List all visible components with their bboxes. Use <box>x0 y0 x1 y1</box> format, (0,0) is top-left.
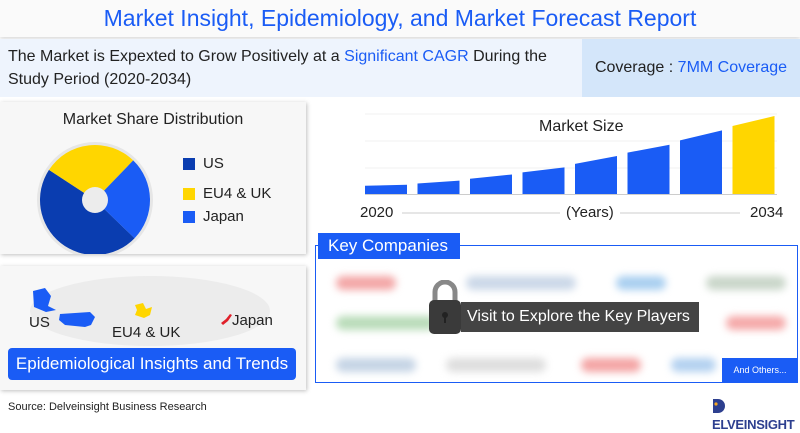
bar-6 <box>680 130 722 194</box>
cagr-highlight: Significant CAGR <box>344 48 469 65</box>
bar-chart-title: Market Size <box>539 118 624 135</box>
pie-slice-japan <box>95 160 150 239</box>
japan-shape <box>221 314 232 325</box>
page-title: Market Insight, Epidemiology, and Market… <box>0 0 800 37</box>
legend-swatch <box>183 187 195 200</box>
legend-label: Japan <box>203 208 244 225</box>
legend-us: US <box>183 155 224 172</box>
world-map-icon <box>30 276 270 346</box>
pie-title: Market Share Distribution <box>62 111 244 128</box>
pie-slice-us <box>40 169 135 254</box>
pie-slice-eu4-uk <box>48 145 134 200</box>
growth-summary: The Market is Expexted to Grow Positivel… <box>0 39 582 97</box>
coverage-box: Coverage : 7MM Coverage <box>582 39 800 97</box>
bar-chart <box>365 113 777 214</box>
bar-4 <box>575 156 617 194</box>
us-shape <box>59 312 95 327</box>
bar-3 <box>522 167 565 194</box>
pie-chart <box>37 142 153 254</box>
alaska-shape <box>33 288 56 312</box>
region-japan: Japan <box>232 312 273 329</box>
explore-key-players-button[interactable]: Visit to Explore the Key Players <box>461 302 699 332</box>
legend-label: EU4 & UK <box>203 185 272 202</box>
legend-swatch <box>183 157 195 170</box>
europe-shape <box>135 303 152 318</box>
bar-7 <box>732 116 775 194</box>
x-axis-label: (Years) <box>566 204 614 221</box>
and-others-label: And Others... <box>722 358 798 383</box>
summary-text: The Market is Expexted to Grow Positivel… <box>8 48 345 65</box>
summary-text-end: During the Study Period (2020-2034) <box>8 48 547 88</box>
source-text: Source: Delveinsight Business Research <box>8 401 207 413</box>
coverage-label: Coverage : <box>594 59 678 76</box>
legend-eu: EU4 & UK <box>183 185 271 202</box>
key-companies-title: Key Companies <box>318 233 460 259</box>
legend-swatch <box>183 210 195 223</box>
region-eu: EU4 & UK <box>112 324 181 341</box>
pie-hole <box>82 187 108 213</box>
logo-mark-icon <box>713 399 725 413</box>
x-tick-end: 2034 <box>750 204 784 221</box>
market-share-card: Market Share Distribution US EU4 & UK Ja… <box>0 102 306 254</box>
delveinsight-logo: ELVEINSIGHT <box>712 398 800 433</box>
bar-2 <box>470 174 512 194</box>
market-size-chart: Market Size 2020 (Years) 2034 <box>330 105 800 230</box>
region-us: US <box>29 314 50 331</box>
bar-5 <box>627 144 670 194</box>
epidemiology-banner[interactable]: Epidemiological Insights and Trends <box>8 348 296 380</box>
x-tick-start: 2020 <box>360 204 394 221</box>
legend-japan: Japan <box>183 208 244 225</box>
legend-label: US <box>203 155 224 172</box>
bar-0 <box>365 184 407 194</box>
coverage-value: 7MM Coverage <box>677 59 788 76</box>
bar-1 <box>417 180 460 194</box>
lock-icon <box>429 280 461 334</box>
